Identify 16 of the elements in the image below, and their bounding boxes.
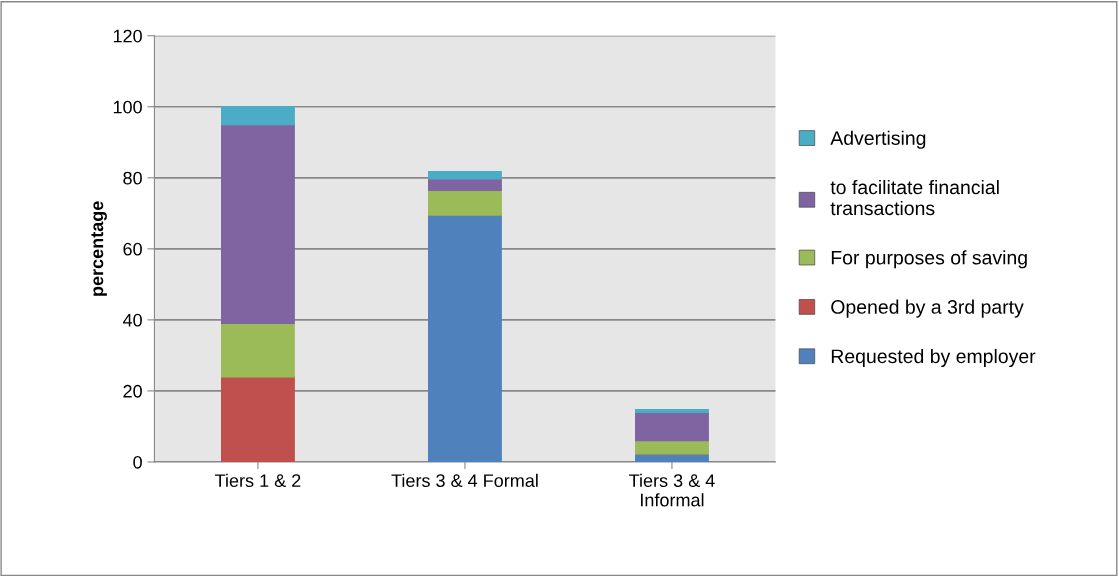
y-tick-label: 40 [122, 313, 142, 327]
y-axis-title: percentage [91, 201, 107, 296]
legend-label: to facilitate financial transactions [830, 179, 999, 216]
y-tick-label: 60 [123, 242, 142, 256]
x-tick-label: Tiers 1 & 2 [215, 473, 301, 488]
x-tick-label: Tiers 3 & 4 Informal [629, 473, 715, 507]
y-tick-label: 80 [123, 171, 142, 185]
legend-label: For purposes of saving [831, 250, 1027, 269]
y-tick-label: 100 [113, 100, 142, 114]
legend-label: Requested by employer [831, 348, 1036, 368]
legend-label: Opened by a 3rd party [831, 299, 1024, 318]
legend-label: Advertising [830, 130, 926, 149]
y-tick-label: 0 [133, 455, 142, 469]
y-tick-label: 20 [123, 384, 142, 398]
x-tick-label: Tiers 3 & 4 Formal [391, 473, 538, 488]
y-tick-label: 120 [113, 29, 142, 43]
